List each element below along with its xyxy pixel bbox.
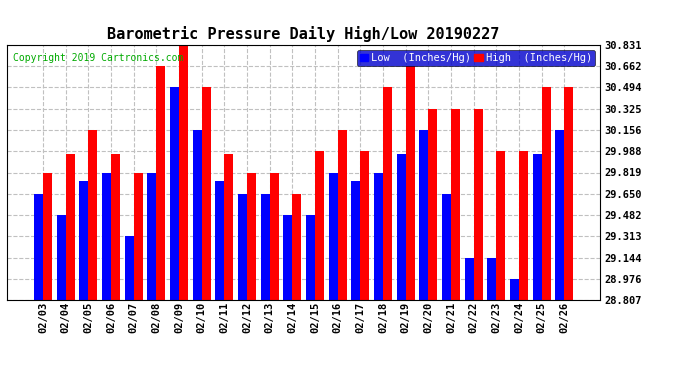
Bar [88,130,97,300]
Bar [383,87,392,300]
Bar [315,151,324,300]
Bar [451,109,460,300]
Bar [510,279,519,300]
Bar [79,181,88,300]
Bar [328,172,337,300]
Bar [464,258,473,300]
Bar [170,87,179,300]
Bar [57,215,66,300]
Bar [201,87,210,300]
Bar [193,130,201,300]
Bar [473,109,483,300]
Bar [360,151,369,300]
Title: Barometric Pressure Daily High/Low 20190227: Barometric Pressure Daily High/Low 20190… [108,27,500,42]
Legend: Low  (Inches/Hg), High  (Inches/Hg): Low (Inches/Hg), High (Inches/Hg) [357,50,595,66]
Bar [66,154,75,300]
Bar [43,172,52,300]
Bar [351,181,360,300]
Bar [134,172,143,300]
Bar [293,194,302,300]
Bar [261,194,270,300]
Bar [519,151,528,300]
Bar [337,130,346,300]
Bar [147,172,156,300]
Bar [306,215,315,300]
Bar [397,154,406,300]
Bar [34,194,43,300]
Bar [224,154,233,300]
Bar [111,154,120,300]
Bar [215,181,224,300]
Bar [283,215,293,300]
Bar [442,194,451,300]
Bar [179,45,188,300]
Bar [564,87,573,300]
Bar [406,66,415,300]
Bar [102,172,111,300]
Bar [238,194,247,300]
Bar [555,130,564,300]
Bar [496,151,505,300]
Bar [533,154,542,300]
Bar [487,258,496,300]
Bar [542,87,551,300]
Bar [420,130,428,300]
Bar [374,172,383,300]
Bar [428,109,437,300]
Bar [270,172,279,300]
Text: Copyright 2019 Cartronics.com: Copyright 2019 Cartronics.com [13,53,184,63]
Bar [247,172,256,300]
Bar [124,236,134,300]
Bar [156,66,166,300]
